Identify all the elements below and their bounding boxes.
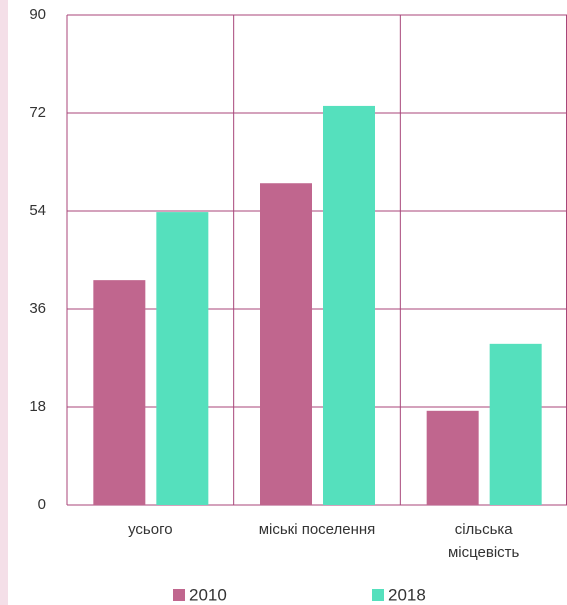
legend-label: 2018	[388, 585, 426, 604]
y-tick-label: 90	[29, 6, 46, 23]
y-tick-label: 0	[38, 496, 46, 513]
y-tick-label: 54	[29, 202, 46, 219]
bar	[93, 280, 146, 505]
bar	[323, 105, 375, 505]
legend-label: 2010	[189, 585, 227, 604]
label-line: місцевість	[448, 544, 520, 561]
side-strip	[0, 0, 8, 605]
bar	[426, 410, 479, 505]
bar	[489, 343, 542, 505]
bar	[156, 212, 209, 506]
y-tick-label: 36	[29, 300, 46, 317]
label-line: сільська	[455, 521, 514, 538]
y-tick-label: 18	[29, 398, 46, 415]
legend-swatch	[372, 589, 384, 601]
x-tick-label: усього	[128, 521, 172, 538]
legend-swatch	[173, 589, 185, 601]
x-tick-label: сільська місцевість	[448, 521, 520, 561]
bar	[260, 183, 312, 505]
y-tick-label: 72	[29, 104, 46, 121]
x-tick-label: міські поселення	[259, 521, 376, 538]
